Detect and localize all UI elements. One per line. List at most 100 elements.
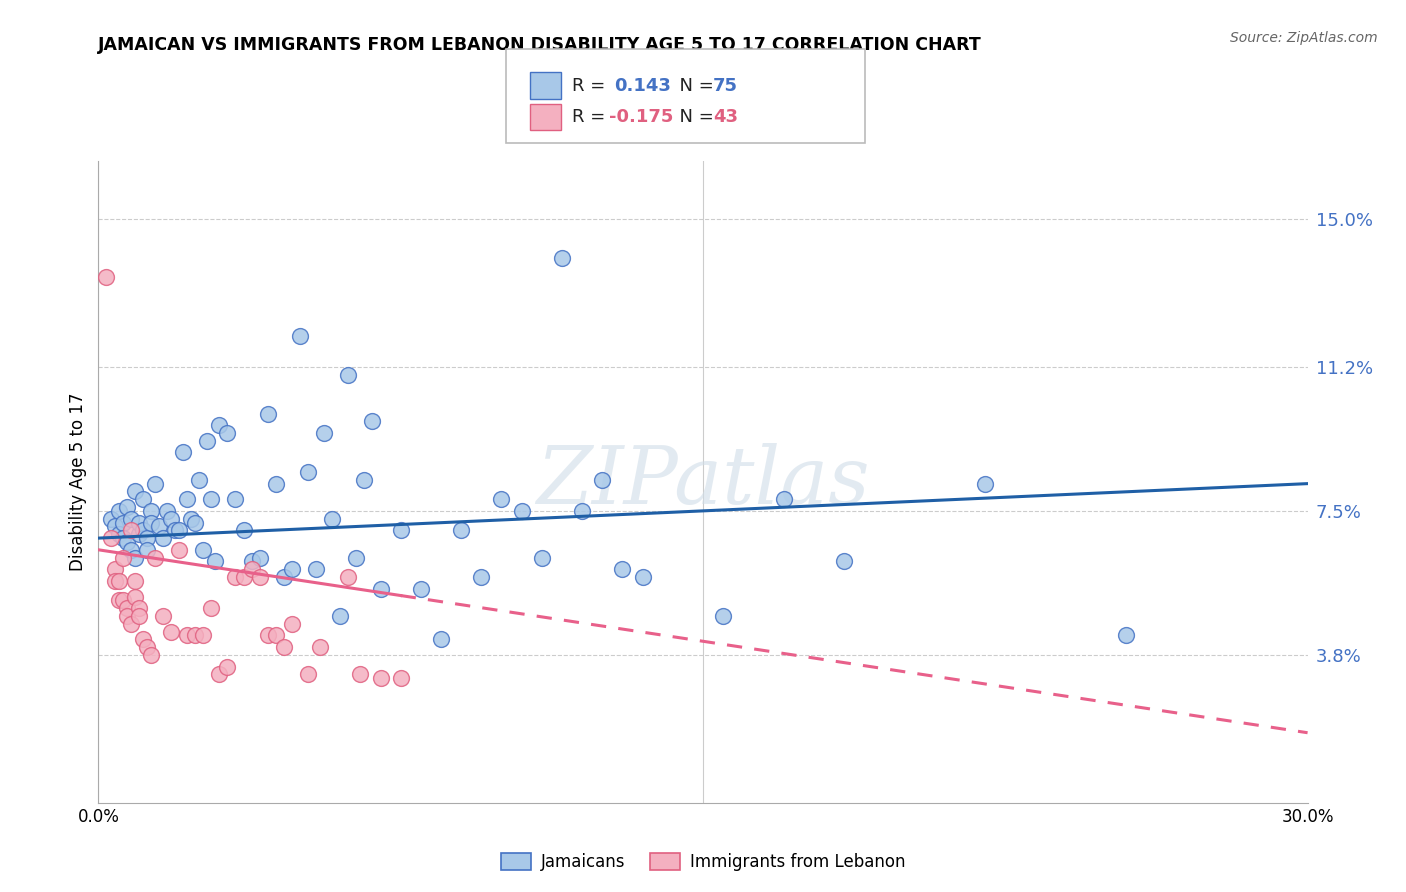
Point xyxy=(143,550,166,565)
Point xyxy=(264,476,287,491)
Text: R =: R = xyxy=(572,108,612,126)
Point xyxy=(430,632,453,647)
Point xyxy=(96,270,118,285)
Point xyxy=(832,554,855,568)
Point xyxy=(711,609,734,624)
Text: R =: R = xyxy=(572,77,617,95)
Point xyxy=(152,609,174,624)
Point xyxy=(353,473,375,487)
Point xyxy=(217,659,239,673)
Point xyxy=(124,590,146,604)
Point xyxy=(281,562,304,576)
Point xyxy=(370,582,392,596)
Point xyxy=(160,511,183,525)
Text: Source: ZipAtlas.com: Source: ZipAtlas.com xyxy=(1230,31,1378,45)
Point xyxy=(184,628,207,642)
Point xyxy=(974,476,997,491)
Point xyxy=(139,648,162,662)
Point xyxy=(256,628,278,642)
Point xyxy=(143,476,166,491)
Point xyxy=(772,492,794,507)
Point xyxy=(103,519,125,533)
Point xyxy=(510,504,533,518)
Text: 43: 43 xyxy=(713,108,738,126)
Text: 0.143: 0.143 xyxy=(614,77,671,95)
Point xyxy=(148,519,170,533)
Point xyxy=(264,628,287,642)
Text: N =: N = xyxy=(668,77,720,95)
Point xyxy=(389,671,412,685)
Y-axis label: Disability Age 5 to 17: Disability Age 5 to 17 xyxy=(69,392,87,571)
Point xyxy=(176,628,198,642)
Text: JAMAICAN VS IMMIGRANTS FROM LEBANON DISABILITY AGE 5 TO 17 CORRELATION CHART: JAMAICAN VS IMMIGRANTS FROM LEBANON DISA… xyxy=(98,36,983,54)
Point xyxy=(176,492,198,507)
Point xyxy=(135,531,157,545)
Point xyxy=(1115,628,1137,642)
Point xyxy=(120,616,142,631)
Point xyxy=(591,473,613,487)
Point xyxy=(167,542,190,557)
Point xyxy=(132,632,155,647)
Point xyxy=(188,473,211,487)
Point xyxy=(128,527,150,541)
Point xyxy=(132,492,155,507)
Point xyxy=(470,570,492,584)
Point xyxy=(115,609,138,624)
Point xyxy=(167,524,190,538)
Legend: Jamaicans, Immigrants from Lebanon: Jamaicans, Immigrants from Lebanon xyxy=(494,847,912,878)
Point xyxy=(200,601,222,615)
Point xyxy=(107,593,129,607)
Point xyxy=(184,516,207,530)
Point xyxy=(321,511,343,525)
Point xyxy=(224,570,246,584)
Point xyxy=(232,570,254,584)
Point xyxy=(193,542,215,557)
Point xyxy=(612,562,634,576)
Point xyxy=(128,609,150,624)
Point xyxy=(111,550,134,565)
Point xyxy=(160,624,183,639)
Point xyxy=(344,550,367,565)
Point xyxy=(551,251,574,265)
Point xyxy=(224,492,246,507)
Point xyxy=(107,504,129,518)
Point xyxy=(208,418,231,433)
Point xyxy=(450,524,472,538)
Point xyxy=(128,601,150,615)
Point xyxy=(163,524,186,538)
Text: ZIPatlas: ZIPatlas xyxy=(536,443,870,520)
Point xyxy=(132,524,155,538)
Text: N =: N = xyxy=(668,108,720,126)
Point xyxy=(491,492,513,507)
Point xyxy=(249,550,271,565)
Point xyxy=(111,516,134,530)
Point xyxy=(314,425,336,440)
Point xyxy=(111,593,134,607)
Point xyxy=(115,601,138,615)
Point xyxy=(120,511,142,525)
Point xyxy=(232,524,254,538)
Point xyxy=(288,328,311,343)
Point xyxy=(337,368,360,382)
Point xyxy=(281,616,304,631)
Point xyxy=(107,574,129,588)
Point xyxy=(100,511,122,525)
Point xyxy=(329,609,352,624)
Point xyxy=(180,511,202,525)
Point xyxy=(217,425,239,440)
Point xyxy=(297,667,319,681)
Point xyxy=(249,570,271,584)
Point xyxy=(103,562,125,576)
Point xyxy=(128,516,150,530)
Point xyxy=(152,531,174,545)
Point xyxy=(337,570,360,584)
Point xyxy=(124,574,146,588)
Point xyxy=(305,562,328,576)
Point xyxy=(349,667,371,681)
Point xyxy=(361,414,384,428)
Point xyxy=(107,527,129,541)
Point xyxy=(309,640,332,654)
Point xyxy=(204,554,226,568)
Point xyxy=(124,484,146,499)
Point xyxy=(115,535,138,549)
